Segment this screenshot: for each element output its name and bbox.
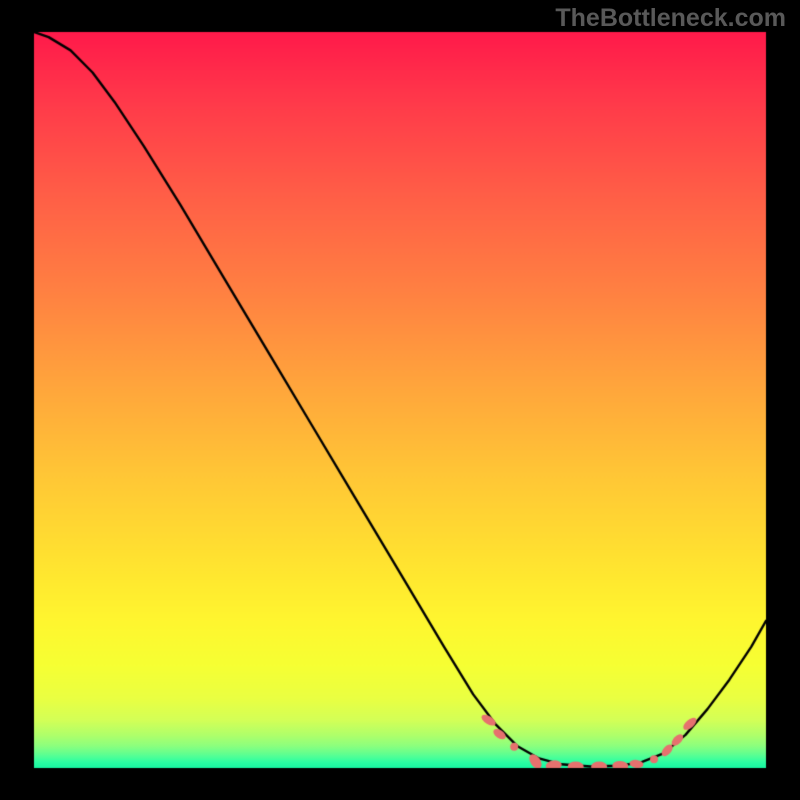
bottleneck-curve-chart <box>0 0 800 800</box>
watermark-label: TheBottleneck.com <box>555 4 786 33</box>
figure-root: TheBottleneck.com <box>0 0 800 800</box>
